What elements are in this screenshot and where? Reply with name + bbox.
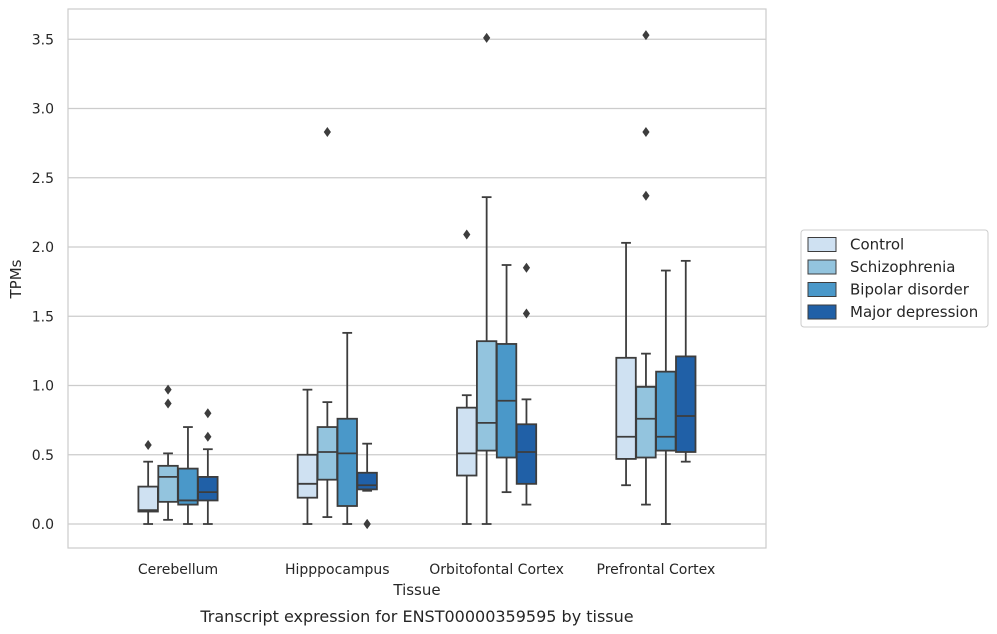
box-1-0 [157, 384, 179, 521]
legend-frame [800, 229, 989, 328]
box-iqr [356, 471, 378, 491]
outlier-point [642, 127, 650, 138]
outlier-point [463, 229, 471, 240]
box-iqr [675, 355, 697, 453]
box-iqr [177, 467, 199, 506]
y-tick-label: 0.0 [32, 517, 54, 533]
outlier-point [204, 431, 212, 442]
box-iqr [475, 340, 498, 452]
y-tick-label: 3.5 [32, 32, 54, 48]
legend-label: Schizophrenia [850, 258, 955, 276]
x-tick-label: Prefrontal Cortex [597, 562, 716, 578]
y-tick-labels: 0.0 0.5 1.0 1.5 2.0 2.5 3.0 3.5 [32, 32, 54, 533]
outlier-point [642, 30, 650, 41]
legend-swatch [807, 304, 837, 320]
x-axis-label: Tissue [392, 581, 440, 599]
x-tick-label: Orbitofontal Cortex [429, 562, 564, 578]
chart-caption: Transcript expression for ENST0000035959… [199, 607, 633, 626]
outlier-point [483, 32, 491, 43]
box-1-3 [635, 30, 657, 506]
box-iqr [655, 370, 677, 452]
box-iqr [296, 453, 319, 499]
x-tick-labels: Cerebellum Hipppocampus Orbitofontal Corte… [138, 562, 715, 578]
box-iqr [336, 417, 358, 507]
legend-label: Major depression [850, 303, 978, 321]
box-3-3 [675, 259, 697, 463]
y-tick-label: 2.0 [32, 240, 54, 256]
legend-swatch [807, 259, 837, 275]
outlier-point [204, 408, 212, 419]
y-tick-label: 3.0 [32, 102, 54, 118]
box-iqr [316, 426, 339, 481]
x-tick-label: Cerebellum [138, 562, 218, 578]
outlier-point [144, 440, 152, 451]
outlier-point [363, 519, 371, 529]
box-iqr [137, 485, 159, 513]
outlier-point [164, 398, 172, 409]
box-3-2 [515, 262, 538, 506]
box-iqr [157, 464, 179, 503]
box-iqr [456, 406, 478, 477]
outlier-point [164, 384, 172, 395]
box-iqr [515, 423, 538, 485]
legend-swatch [807, 237, 837, 252]
box-2-3 [655, 269, 677, 525]
outlier-point [323, 127, 331, 138]
outlier-point [642, 190, 650, 201]
plot-frame [67, 8, 767, 549]
box-2-2 [495, 264, 518, 494]
box-3-1 [356, 442, 378, 529]
box-2-0 [177, 426, 199, 525]
legend-label: Control [850, 236, 904, 254]
box-2-1 [336, 331, 358, 525]
box-iqr [615, 356, 637, 460]
y-tick-label: 1.5 [32, 309, 54, 325]
box-iqr [197, 476, 219, 502]
box-groups [137, 30, 697, 529]
y-tick-label: 2.5 [32, 171, 54, 187]
box-0-0 [137, 440, 159, 525]
x-tick-label: Hipppocampus [285, 562, 390, 578]
box-iqr [635, 385, 657, 459]
box-3-0 [197, 408, 219, 525]
outlier-point [522, 262, 531, 273]
y-axis-label: TPMs [7, 259, 25, 299]
outlier-point [522, 308, 531, 319]
legend-label: Bipolar disorder [850, 281, 970, 299]
legend-swatch [807, 282, 837, 297]
y-tick-label: 1.0 [32, 379, 54, 395]
box-0-1 [296, 388, 319, 525]
y-tick-label: 0.5 [32, 448, 54, 464]
legend: Control Schizophrenia Bipolar disorder Majo… [800, 229, 989, 328]
